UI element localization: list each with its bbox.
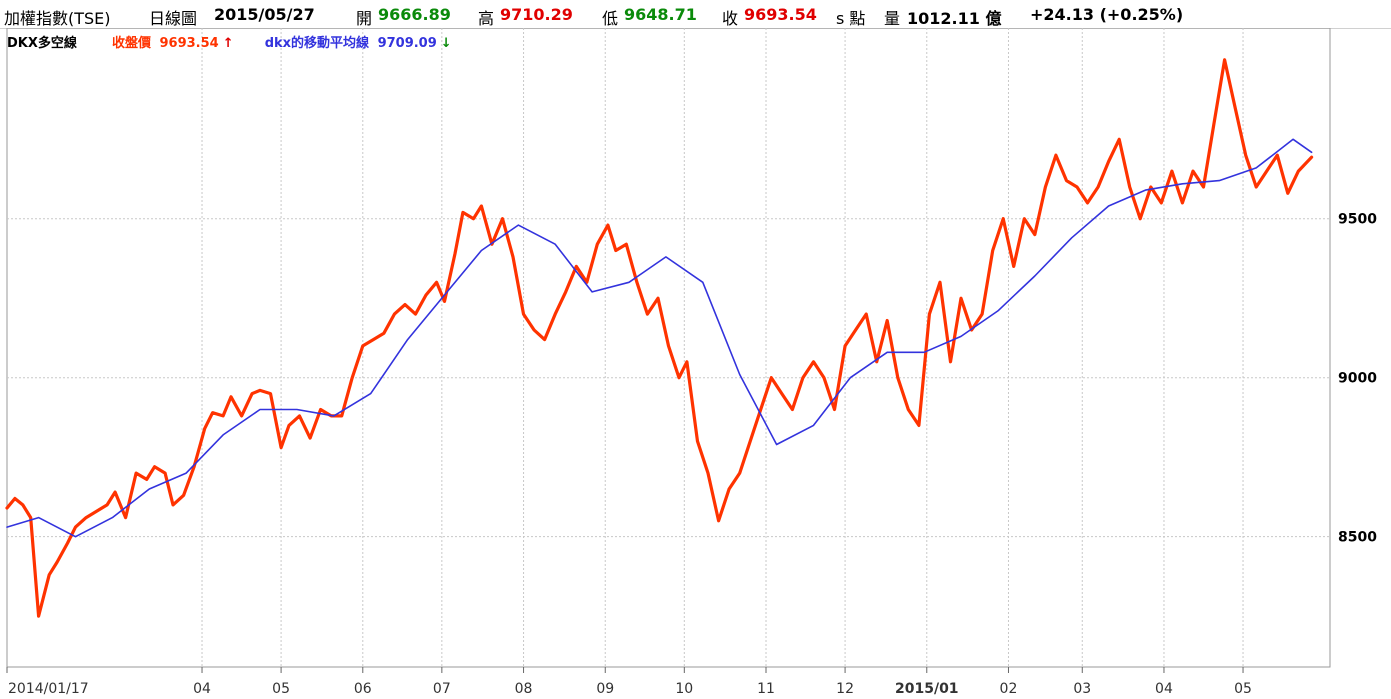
x-tick-label: 11 [757,681,775,697]
close-value: 9693.54 [744,5,817,24]
x-tick-label: 05 [1234,681,1252,697]
y-tick-label: 9000 [1338,371,1377,387]
quote-header: 加權指數(TSE) 日線圖 2015/05/27 開 9666.89 高 971… [0,0,1391,29]
period-label: 日線圖 [149,9,198,28]
series [5,58,1314,618]
change-value: +24.13 (+0.25%) [1030,5,1184,24]
x-tick-label: 03 [1073,681,1091,697]
quote-date: 2015/05/27 [214,5,315,24]
up-arrow-icon: ↑ [222,36,234,51]
low-label: 低 [602,9,619,28]
legend-close-value: 9693.54 [159,36,219,51]
index-title: 加權指數(TSE) [4,9,111,28]
indicator-name: DKX多空線 [7,36,77,51]
legend: DKX多空線 收盤價 9693.54 ↑ dkx的移動平均線 9709.09 ↓ [7,32,456,51]
close-label: 收 [722,9,739,28]
x-tick-label: 07 [433,681,451,697]
price-chart: 8500 9000 9500 2014/01/17 04 05 06 07 08 09 10 11 12… [5,28,1377,697]
low-value: 9648.71 [624,5,697,24]
open-label: 開 [356,9,373,28]
x-tick-label: 05 [272,681,290,697]
x-tick-label: 04 [1155,681,1173,697]
x-tick-label: 02 [1000,681,1018,697]
legend-ma-value: 9709.09 [377,36,437,51]
x-tick-label: 10 [675,681,693,697]
x-tick-label: 2015/01 [895,681,959,697]
volume-value: 1012.11 億 [907,9,1002,28]
x-tick-label: 04 [193,681,211,697]
y-tick-label: 9500 [1338,212,1377,228]
legend-ma-label: dkx的移動平均線 [264,36,370,51]
high-value: 9710.29 [500,5,573,24]
high-label: 高 [478,9,495,28]
legend-close-label: 收盤價 [111,36,151,51]
x-tick-label: 2014/01/17 [8,681,89,697]
x-tick-label: 08 [515,681,533,697]
plot-frame [6,28,1331,668]
close-suffix: s 點 [836,9,866,28]
down-arrow-icon: ↓ [440,36,452,51]
axes: 8500 9000 9500 2014/01/17 04 05 06 07 08 09 10 11 12… [6,212,1377,697]
open-value: 9666.89 [378,5,451,24]
x-tick-label: 12 [836,681,854,697]
x-tick-label: 06 [354,681,372,697]
volume-label: 量 [884,9,901,28]
close-price-line [5,58,1314,618]
y-tick-label: 8500 [1338,530,1377,546]
moving-average-line [6,138,1313,538]
x-tick-label: 09 [596,681,614,697]
grid [6,28,1331,668]
